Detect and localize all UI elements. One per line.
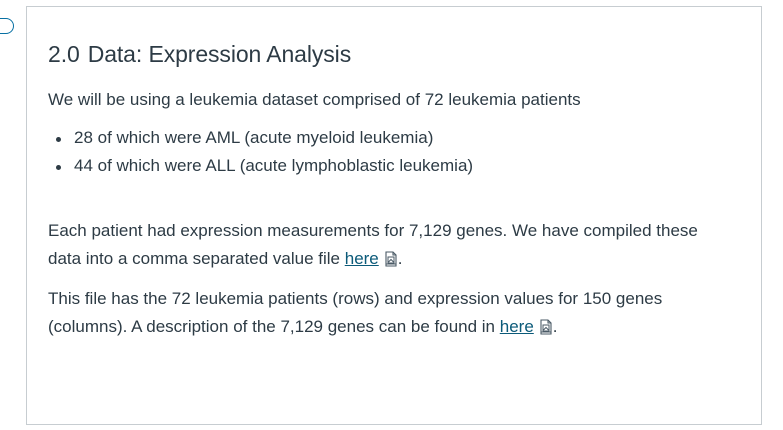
file-preview-icon[interactable] [384,251,398,267]
paragraph-dataset: Each patient had expression measurements… [48,217,748,273]
list-item: 44 of which were ALL (acute lymphoblasti… [48,155,473,183]
section-number: 2.0 [48,41,80,67]
content-card: 2.0 Data: Expression Analysis We will be … [26,6,762,425]
paragraph-line: data into a comma separated value file [48,249,345,268]
side-tab-icon[interactable] [0,18,14,34]
paragraph-genes: This file has the 72 leukemia patients (… [48,285,748,341]
gene-description-link[interactable]: here [499,317,534,336]
bullet-list: 28 of which were AML (acute myeloid leuk… [48,127,473,183]
section-title-text: Data: Expression Analysis [87,41,352,67]
bullet-dot-icon [56,165,61,170]
list-item-text: 44 of which were ALL (acute lymphoblasti… [74,156,474,175]
period-text: . [552,317,558,336]
period-text: . [397,249,403,268]
intro-text: We will be using a leukemia dataset comp… [48,90,581,109]
list-item-text: 28 of which were AML (acute myeloid leuk… [74,128,434,147]
paragraph-line: Each patient had expression measurements… [48,221,698,240]
paragraph-line: This file has the 72 leukemia patients (… [48,289,663,308]
list-item: 28 of which were AML (acute myeloid leuk… [48,127,473,155]
bullet-dot-icon [56,137,61,142]
paragraph-line: (columns). A description of the 7,129 ge… [48,317,500,336]
file-preview-icon[interactable] [539,319,553,335]
csv-file-link[interactable]: here [344,249,379,268]
section-title: 2.0 Data: Expression Analysis [48,41,351,68]
